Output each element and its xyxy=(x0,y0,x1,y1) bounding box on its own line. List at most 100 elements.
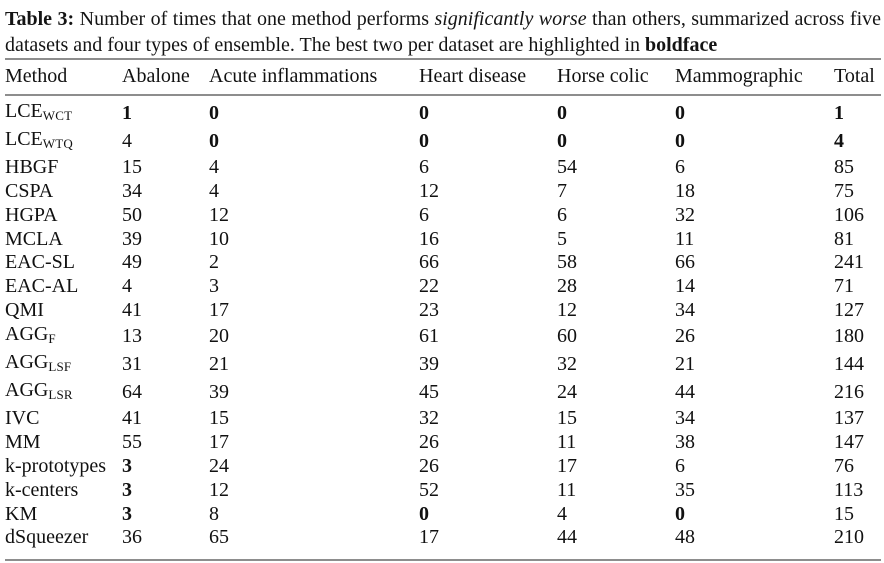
value-cell: 17 xyxy=(419,526,439,549)
value-cell: 147 xyxy=(834,430,864,453)
value-cell: 3 xyxy=(209,275,219,298)
value-cell: 0 xyxy=(557,102,567,124)
value-cell: 144 xyxy=(834,353,864,376)
value-cell: 3 xyxy=(122,478,132,501)
method-subscript: LSF xyxy=(48,359,72,375)
value-cell: 4 xyxy=(834,129,844,152)
value-cell: 3 xyxy=(122,502,132,525)
value-cell: 12 xyxy=(557,299,577,322)
value-cell: 4 xyxy=(122,129,132,152)
table-row: k-centers 3 12 52 11 35 113 xyxy=(5,479,881,503)
value-cell: 0 xyxy=(209,129,219,152)
value-cell: 36 xyxy=(122,526,142,549)
value-cell: 4 xyxy=(122,275,132,298)
method-name: IVC xyxy=(5,406,40,429)
value-cell: 0 xyxy=(419,102,429,124)
column-header: Horse colic xyxy=(557,59,675,96)
method-name: QMI xyxy=(5,299,44,322)
value-cell: 4 xyxy=(209,179,219,202)
value-cell: 1 xyxy=(122,102,132,124)
value-cell: 76 xyxy=(834,454,854,477)
method-cell: AGGF xyxy=(5,323,122,351)
value-cell: 11 xyxy=(557,430,577,453)
value-cell: 7 xyxy=(557,179,567,202)
method-name: EAC-AL xyxy=(5,275,79,298)
value-cell: 8 xyxy=(209,502,219,525)
method-cell: MM xyxy=(5,431,122,455)
value-cell: 28 xyxy=(557,275,577,298)
value-cell: 2 xyxy=(209,251,219,274)
value-cell: 81 xyxy=(834,227,854,250)
value-cell: 0 xyxy=(209,102,219,124)
value-cell: 12 xyxy=(209,478,229,501)
method-name: AGG xyxy=(5,351,49,374)
value-cell: 21 xyxy=(675,353,695,376)
column-header: Total xyxy=(834,59,881,96)
value-cell: 26 xyxy=(419,454,439,477)
method-cell: k-centers xyxy=(5,479,122,503)
value-cell: 58 xyxy=(557,251,577,274)
method-name: dSqueezer xyxy=(5,526,89,549)
value-cell: 50 xyxy=(122,203,142,226)
value-cell: 14 xyxy=(675,275,695,298)
value-cell: 44 xyxy=(557,526,577,549)
value-cell: 66 xyxy=(419,251,439,274)
value-cell: 6 xyxy=(557,203,567,226)
method-cell: CSPA xyxy=(5,180,122,204)
value-cell: 31 xyxy=(122,353,142,376)
value-cell: 61 xyxy=(419,325,439,348)
value-cell: 15 xyxy=(834,502,854,525)
value-cell: 0 xyxy=(675,102,685,124)
value-cell: 0 xyxy=(557,129,567,152)
value-cell: 75 xyxy=(834,179,854,202)
value-cell: 23 xyxy=(419,299,439,322)
method-cell: HBGF xyxy=(5,156,122,180)
value-cell: 15 xyxy=(557,406,577,429)
value-cell: 6 xyxy=(419,203,429,226)
value-cell: 6 xyxy=(419,155,429,178)
table-row: CSPA 34 4 12 7 18 75 xyxy=(5,180,881,204)
table-caption: Table 3: Number of times that one method… xyxy=(5,6,881,58)
method-cell: MCLA xyxy=(5,228,122,252)
method-cell: AGGLSR xyxy=(5,379,122,407)
method-cell: QMI xyxy=(5,299,122,323)
caption-italic-phrase: significantly worse xyxy=(434,8,587,30)
value-cell: 6 xyxy=(675,454,685,477)
table-row: AGGF 13 20 61 60 26 180 xyxy=(5,323,881,351)
value-cell: 6 xyxy=(675,155,685,178)
value-cell: 5 xyxy=(557,227,567,250)
value-cell: 17 xyxy=(557,454,577,477)
column-header: Mammographic xyxy=(675,59,834,96)
value-cell: 210 xyxy=(834,526,864,549)
value-cell: 3 xyxy=(122,454,132,477)
value-cell: 52 xyxy=(419,478,439,501)
column-header: Abalone xyxy=(122,59,209,96)
value-cell: 34 xyxy=(675,406,695,429)
value-cell: 0 xyxy=(675,502,685,525)
value-cell: 16 xyxy=(419,227,439,250)
value-cell: 60 xyxy=(557,325,577,348)
caption-table-label: Table 3: xyxy=(5,8,75,30)
value-cell: 241 xyxy=(834,251,864,274)
value-cell: 32 xyxy=(557,353,577,376)
method-cell: k-prototypes xyxy=(5,455,122,479)
value-cell: 0 xyxy=(419,502,429,525)
value-cell: 20 xyxy=(209,325,229,348)
table-row: IVC 41 15 32 15 34 137 xyxy=(5,407,881,431)
method-cell: EAC-AL xyxy=(5,275,122,299)
value-cell: 4 xyxy=(209,155,219,178)
value-cell: 10 xyxy=(209,227,229,250)
method-cell: LCEWCT xyxy=(5,95,122,128)
value-cell: 137 xyxy=(834,406,864,429)
value-cell: 13 xyxy=(122,325,142,348)
column-header: Heart disease xyxy=(419,59,557,96)
value-cell: 4 xyxy=(557,502,567,525)
table-row: QMI 41 17 23 12 34 127 xyxy=(5,299,881,323)
table-row: HBGF 15 4 6 54 6 85 xyxy=(5,156,881,180)
table-row: LCEWCT 1 0 0 0 0 1 xyxy=(5,95,881,128)
method-name: MCLA xyxy=(5,227,63,250)
value-cell: 127 xyxy=(834,299,864,322)
value-cell: 106 xyxy=(834,203,864,226)
value-cell: 39 xyxy=(122,227,142,250)
value-cell: 11 xyxy=(675,227,695,250)
